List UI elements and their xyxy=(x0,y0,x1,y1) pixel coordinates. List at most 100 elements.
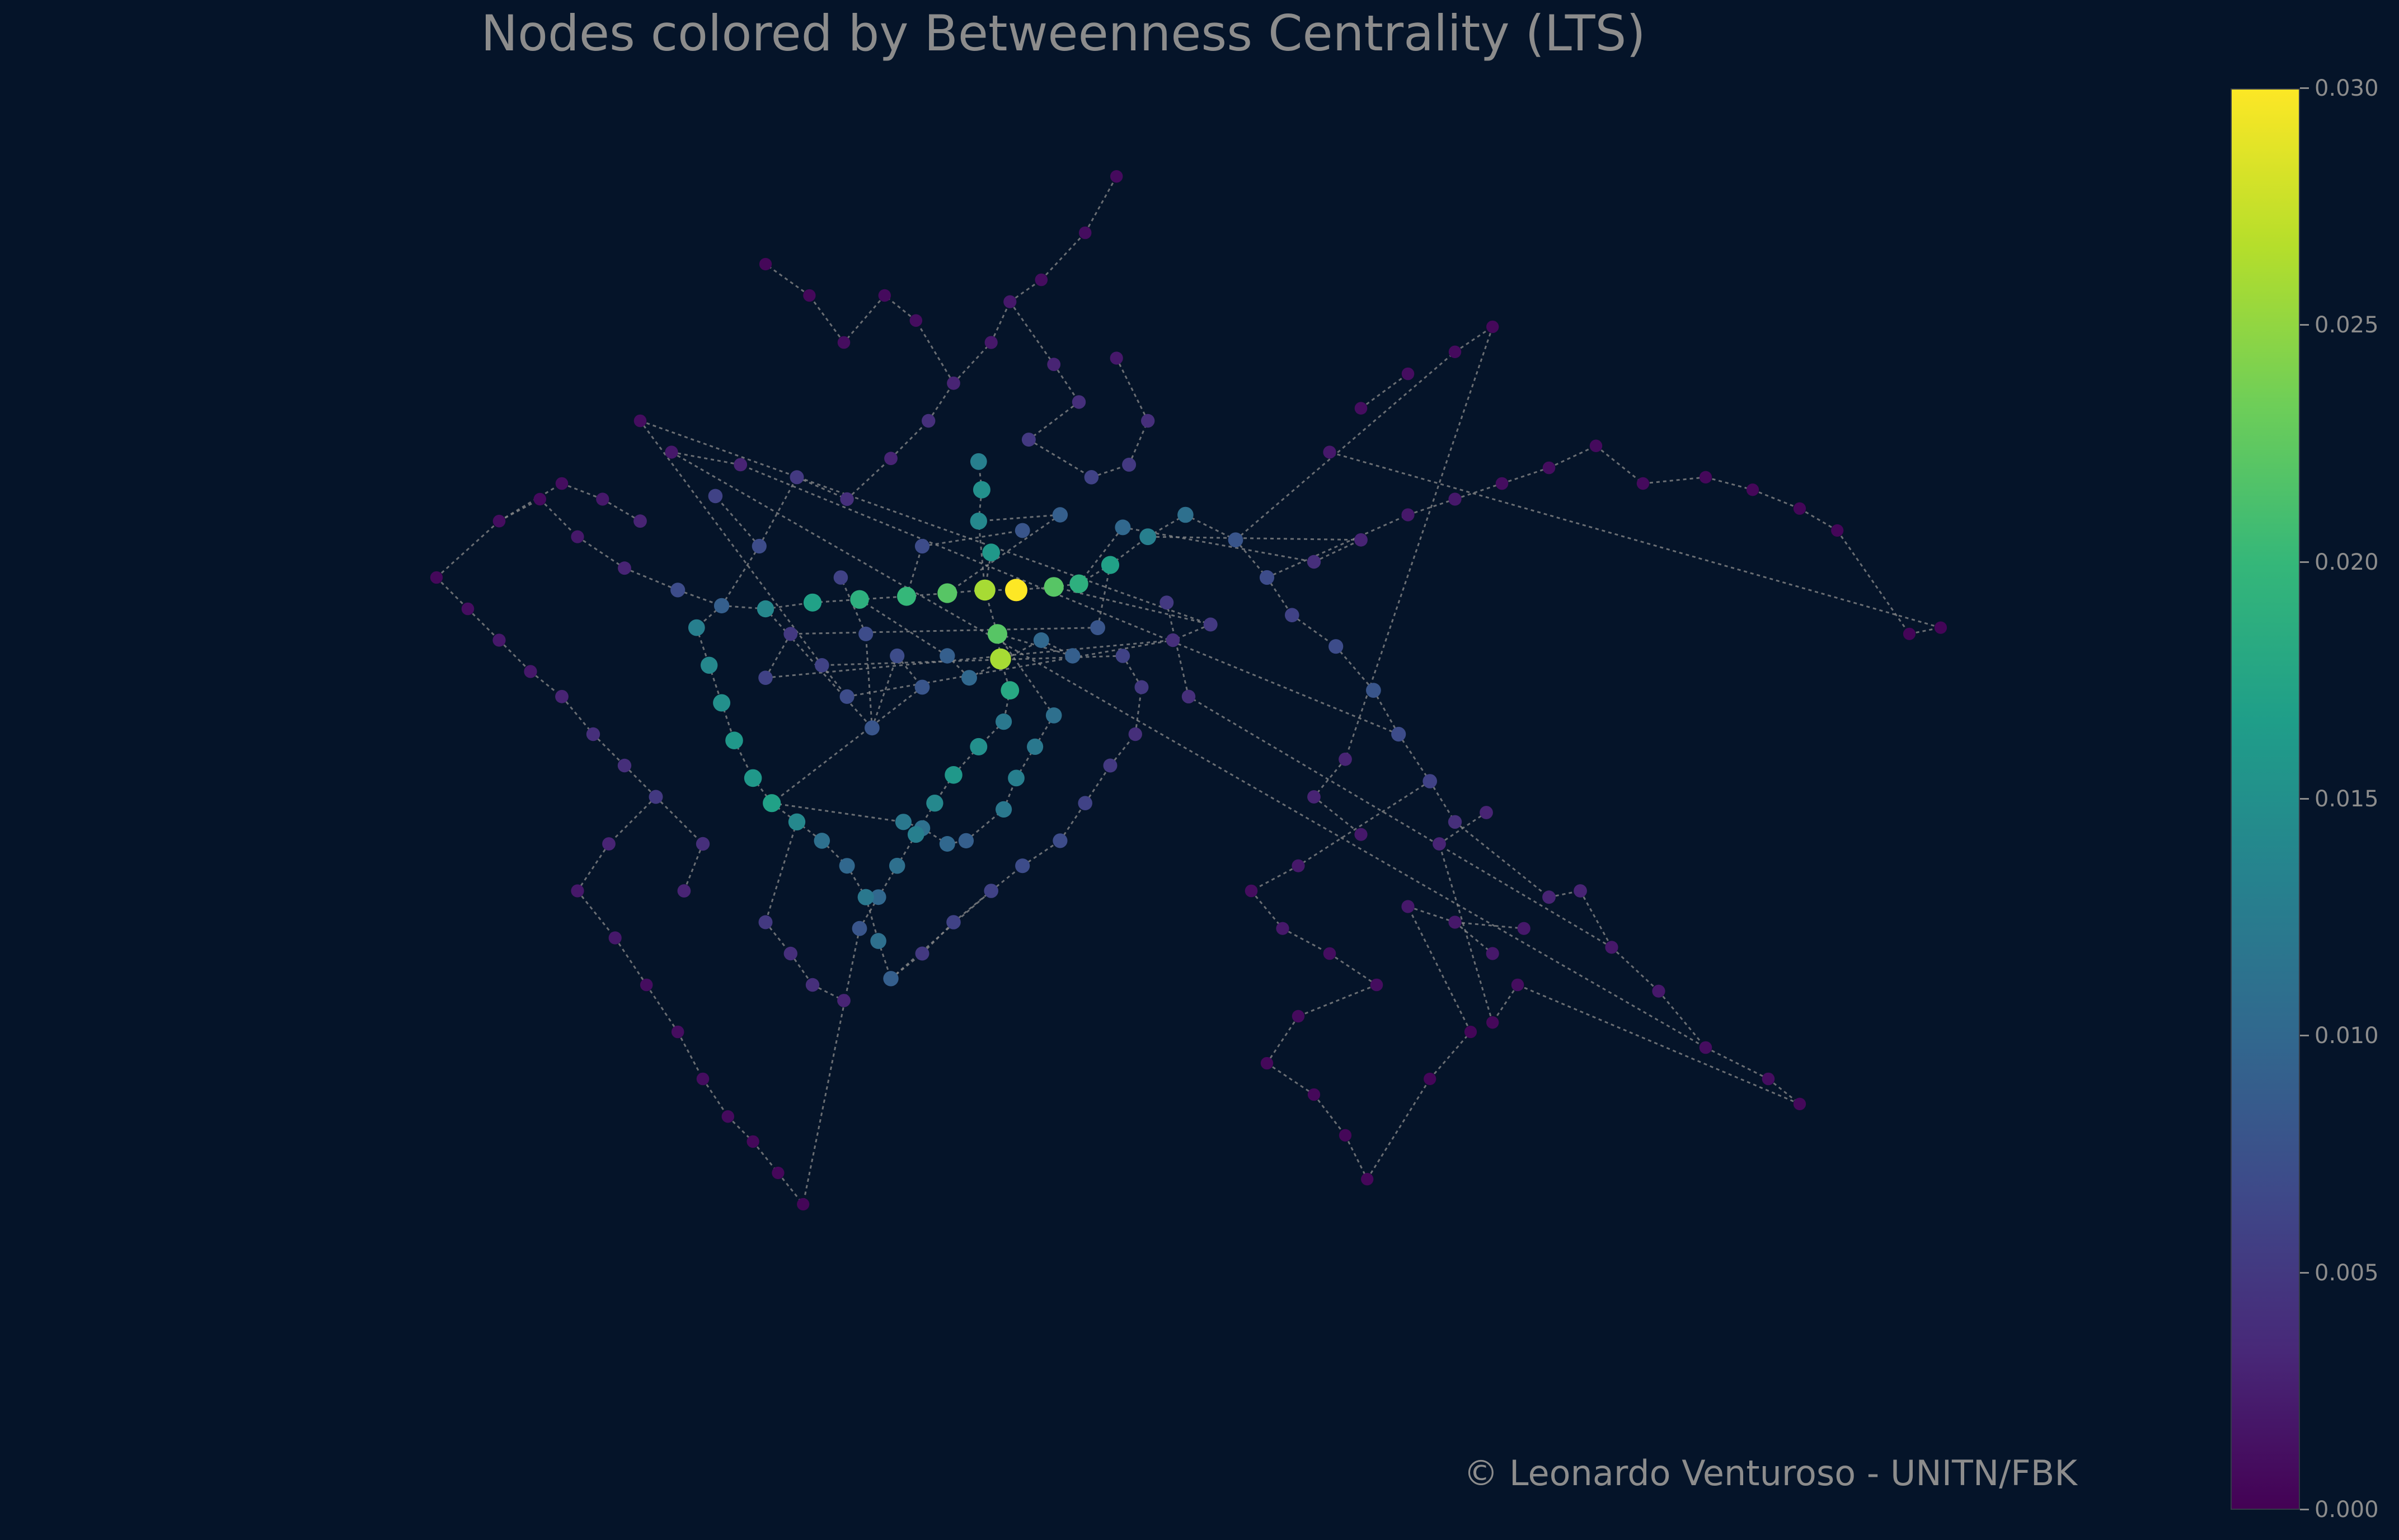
node-135 xyxy=(758,670,773,685)
node-100 xyxy=(608,931,622,945)
node-51 xyxy=(814,833,830,849)
node-9 xyxy=(850,590,869,609)
edge-126 xyxy=(847,639,1173,698)
node-169 xyxy=(1292,1010,1305,1023)
edge-98 xyxy=(608,796,657,845)
edge-23 xyxy=(1373,689,1400,735)
node-122 xyxy=(1134,680,1149,694)
edge-158 xyxy=(1752,489,1800,510)
edge-195 xyxy=(1439,811,1487,845)
node-77 xyxy=(878,289,891,302)
node-175 xyxy=(1464,1025,1477,1039)
edge-147 xyxy=(1123,526,1314,563)
node-26 xyxy=(1448,815,1462,829)
edge-174 xyxy=(1298,984,1377,1017)
node-160 xyxy=(1486,320,1499,334)
node-0 xyxy=(430,571,443,584)
node-38 xyxy=(945,766,963,784)
edge-103 xyxy=(677,1031,704,1079)
node-152 xyxy=(1793,502,1806,515)
node-54 xyxy=(870,933,886,949)
edge-154 xyxy=(1548,445,1597,469)
node-119 xyxy=(1078,796,1092,810)
node-53 xyxy=(857,889,874,905)
edge-55 xyxy=(771,802,904,823)
node-161 xyxy=(1339,752,1352,766)
edge-159 xyxy=(1799,508,1838,532)
edge-140 xyxy=(865,633,873,728)
edge-3 xyxy=(577,536,625,569)
edge-208 xyxy=(671,451,1706,1049)
node-84 xyxy=(1084,470,1099,485)
edge-20 xyxy=(1266,577,1293,616)
edge-131 xyxy=(859,598,948,657)
node-32 xyxy=(982,543,1000,561)
node-50 xyxy=(788,813,806,831)
edge-5 xyxy=(677,589,722,607)
edge-21 xyxy=(1291,614,1337,647)
colorbar-tick-label: 0.030 xyxy=(2315,76,2379,101)
node-111 xyxy=(783,946,798,961)
edge-93 xyxy=(498,639,532,673)
colorbar-tick-mark xyxy=(2300,324,2309,326)
node-112 xyxy=(805,978,820,992)
edge-165 xyxy=(1454,326,1494,353)
node-151 xyxy=(1746,483,1759,496)
node-1 xyxy=(492,514,506,528)
node-113 xyxy=(837,994,851,1007)
node-189 xyxy=(1433,837,1446,851)
edge-153 xyxy=(1501,467,1550,485)
edge-206 xyxy=(890,890,992,979)
edge-181 xyxy=(1407,906,1472,1032)
node-124 xyxy=(815,658,829,673)
edge-49 xyxy=(771,802,797,823)
edge-104 xyxy=(702,1078,729,1118)
node-17 xyxy=(1139,528,1157,546)
edge-192 xyxy=(1517,984,1800,1105)
edge-178 xyxy=(1344,1135,1368,1180)
colorbar-tick-mark xyxy=(2300,87,2309,89)
node-174 xyxy=(1424,1072,1436,1086)
node-24 xyxy=(1391,726,1406,742)
edge-139 xyxy=(765,639,1173,679)
colorbar-tick-label: 0.000 xyxy=(2315,1497,2379,1523)
edge-90 xyxy=(602,498,641,522)
edge-151 xyxy=(1407,498,1456,516)
node-55 xyxy=(883,971,899,987)
edge-162 xyxy=(1329,451,1941,629)
colorbar-tick-label: 0.010 xyxy=(2315,1023,2379,1049)
node-19 xyxy=(1228,532,1243,548)
edge-64 xyxy=(721,546,760,607)
edge-128 xyxy=(871,655,898,729)
node-182 xyxy=(1605,941,1618,954)
edge-193 xyxy=(1491,984,1519,1023)
node-15 xyxy=(1069,574,1088,593)
node-109 xyxy=(677,884,691,898)
node-29 xyxy=(970,513,988,530)
edge-109 xyxy=(683,843,704,891)
edge-65 xyxy=(715,495,760,547)
node-144 xyxy=(1401,508,1415,522)
node-99 xyxy=(571,884,584,898)
node-76 xyxy=(909,314,923,327)
node-22 xyxy=(1328,639,1344,654)
node-16 xyxy=(1101,556,1120,574)
node-28 xyxy=(1166,633,1180,647)
node-121 xyxy=(1128,727,1143,741)
node-82 xyxy=(1072,395,1086,409)
node-131 xyxy=(1033,632,1049,648)
node-137 xyxy=(833,570,848,585)
node-88 xyxy=(555,477,569,490)
edge-138 xyxy=(764,633,792,678)
edge-179 xyxy=(1366,1078,1431,1180)
node-83 xyxy=(1021,433,1036,447)
node-92 xyxy=(492,633,506,647)
edge-190 xyxy=(1705,1046,1769,1080)
edge-89 xyxy=(561,482,603,500)
node-125 xyxy=(839,689,855,704)
node-44 xyxy=(688,619,705,636)
node-36 xyxy=(996,713,1012,730)
node-146 xyxy=(1495,477,1509,490)
node-110 xyxy=(758,915,773,929)
node-191 xyxy=(1181,689,1196,704)
